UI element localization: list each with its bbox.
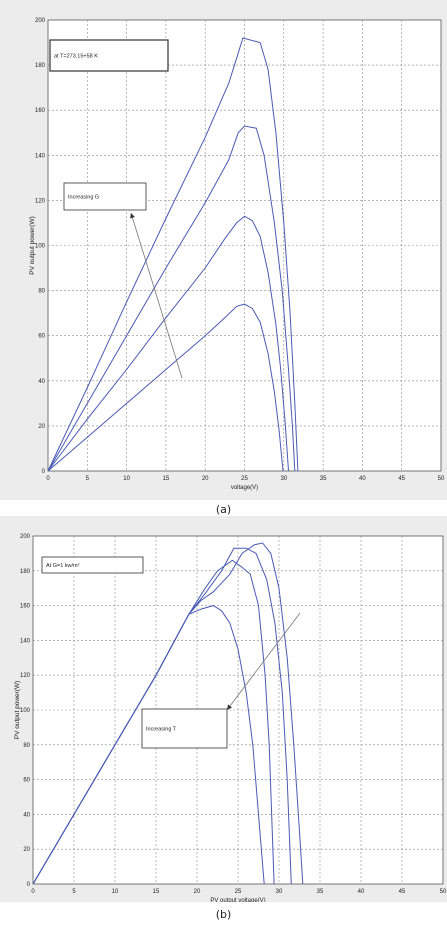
y-tick-label: 180 (35, 63, 46, 69)
x-tick-label: 45 (398, 476, 405, 482)
y-tick-label: 60 (38, 334, 45, 340)
x-tick-label: 15 (163, 476, 170, 482)
annotation-text: at T=273.15+58 K (54, 54, 98, 60)
annotation-frame (41, 556, 144, 574)
chart-b: 0 5 10 15 20 25 30 35 40 45 50 0 20 40 60 80 100 120 140 16… (0, 516, 447, 904)
x-tick-label: 30 (276, 889, 283, 895)
y-tick-label: 80 (23, 743, 30, 749)
x-tick-label: 5 (72, 889, 76, 895)
annotation-box-1: At G=1 kw/m² (41, 556, 144, 574)
y-tick-label: 200 (35, 18, 46, 24)
annotation-text: Increasing G (68, 195, 99, 201)
x-tick-label: 30 (280, 476, 287, 482)
y-tick-label: 200 (20, 534, 31, 540)
annotation-box-2: Increasing G (63, 182, 147, 211)
annotation-frame (141, 708, 228, 749)
x-tick-label: 35 (320, 476, 327, 482)
annotation-text: At G=1 kw/m² (46, 563, 80, 569)
series-line-4 (32, 605, 265, 885)
y-tick-label: 100 (20, 708, 31, 714)
y-tick-label: 100 (35, 244, 46, 250)
series-line-3 (47, 215, 289, 472)
y-tick-label: 140 (20, 638, 31, 644)
y-tick-label: 120 (35, 198, 46, 204)
y-tick-label: 60 (23, 778, 30, 784)
x-tick-label: 35 (317, 889, 324, 895)
arrow-head (130, 213, 135, 219)
x-tick-label: 10 (112, 889, 119, 895)
y-tick-label: 180 (20, 569, 31, 575)
arrow-head (227, 704, 233, 710)
x-tick-label: 50 (440, 889, 447, 895)
y-tick-label: 160 (20, 604, 31, 610)
y-tick-label: 80 (38, 289, 45, 295)
x-tick-label: 20 (194, 889, 201, 895)
y-tick-label: 0 (42, 469, 46, 475)
x-tick-label: 0 (31, 889, 35, 895)
x-tick-label: 10 (123, 476, 130, 482)
x-tick-label: 40 (358, 889, 365, 895)
chart-panel-a: 0 5 10 15 20 25 30 35 40 45 50 0 20 40 60 80 100 120 140 16… (0, 0, 447, 500)
x-tick-label: 20 (202, 476, 209, 482)
x-tick-label: 15 (153, 889, 160, 895)
y-tick-label: 40 (23, 812, 30, 818)
annotation-text: Increasing T (146, 727, 177, 733)
x-axis-label: voltage(V) (231, 485, 258, 491)
annotation-box-2: Increasing T (141, 708, 228, 749)
y-tick-label: 160 (35, 108, 46, 114)
x-tick-label: 40 (359, 476, 366, 482)
x-tick-label: 45 (399, 889, 406, 895)
x-tick-label: 25 (241, 476, 248, 482)
y-tick-label: 40 (38, 379, 45, 385)
chart-a: 0 5 10 15 20 25 30 35 40 45 50 0 20 40 60 80 100 120 140 16… (0, 0, 447, 500)
y-axis-label: PV output power(W) (14, 681, 21, 740)
annotation-frame (49, 39, 169, 72)
y-tick-label: 120 (20, 673, 31, 679)
x-tick-label: 25 (235, 889, 242, 895)
y-tick-label: 140 (35, 153, 46, 159)
arrow-line (130, 212, 183, 379)
series-line-1 (47, 37, 299, 472)
series-line-2 (47, 125, 296, 472)
x-tick-label: 50 (438, 476, 445, 482)
x-tick-label: 0 (46, 476, 50, 482)
caption-a: (a) (215, 503, 232, 516)
annotation-box-1: at T=273.15+58 K (49, 39, 169, 72)
x-tick-label: 5 (86, 476, 90, 482)
annotation-frame (63, 182, 147, 211)
x-axis-label: PV output voltage(V) (210, 898, 265, 902)
y-tick-label: 20 (38, 424, 45, 430)
arrow-line (226, 612, 301, 711)
chart-panel-b: 0 5 10 15 20 25 30 35 40 45 50 0 20 40 60 80 100 120 140 16… (0, 516, 447, 904)
y-tick-label: 0 (27, 882, 31, 888)
y-axis-label: PV output power(W) (29, 216, 36, 275)
y-tick-label: 20 (23, 847, 30, 853)
caption-b: (b) (215, 908, 232, 921)
series-line-4 (47, 303, 284, 472)
